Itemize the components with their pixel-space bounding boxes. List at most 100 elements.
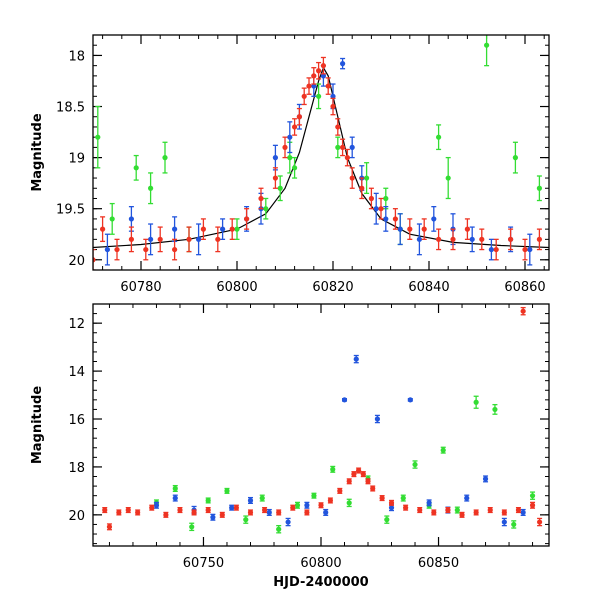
data-marker bbox=[536, 185, 543, 191]
data-marker bbox=[272, 155, 278, 161]
data-point bbox=[400, 494, 406, 502]
data-marker bbox=[125, 507, 131, 513]
data-marker bbox=[229, 226, 235, 232]
data-marker bbox=[346, 500, 352, 506]
data-marker bbox=[464, 495, 470, 501]
y-tick-label: 20 bbox=[68, 254, 85, 269]
data-marker bbox=[311, 73, 317, 79]
data-point bbox=[536, 517, 543, 527]
data-marker bbox=[356, 467, 362, 474]
x-axis-title: HJD-2400000 bbox=[273, 575, 368, 590]
data-marker bbox=[172, 485, 178, 492]
data-marker bbox=[316, 68, 322, 74]
data-point bbox=[148, 223, 154, 256]
data-point bbox=[116, 509, 122, 516]
data-point bbox=[340, 138, 346, 157]
data-marker bbox=[392, 216, 398, 222]
data-point bbox=[359, 177, 365, 200]
data-marker bbox=[492, 406, 498, 413]
data-marker bbox=[261, 507, 268, 513]
data-point bbox=[445, 507, 451, 514]
data-point bbox=[229, 218, 235, 240]
data-marker bbox=[529, 493, 536, 499]
data-point bbox=[125, 507, 131, 514]
data-marker bbox=[276, 526, 282, 532]
data-marker bbox=[341, 397, 348, 403]
data-point bbox=[325, 77, 331, 95]
data-marker bbox=[258, 195, 264, 202]
data-marker bbox=[450, 236, 456, 242]
data-marker bbox=[426, 500, 432, 506]
data-marker bbox=[287, 155, 293, 161]
data-marker bbox=[311, 493, 317, 499]
data-point bbox=[234, 218, 240, 240]
data-point bbox=[464, 494, 470, 502]
data-point bbox=[247, 509, 254, 516]
data-marker bbox=[247, 509, 254, 516]
y-tick-label: 19 bbox=[68, 152, 85, 167]
data-point bbox=[263, 197, 269, 220]
data-point bbox=[220, 218, 226, 240]
data-point bbox=[330, 465, 336, 473]
data-marker bbox=[320, 73, 326, 79]
data-marker bbox=[501, 519, 507, 525]
y-tick-label: 18 bbox=[68, 461, 85, 476]
data-marker bbox=[335, 124, 341, 130]
data-marker bbox=[272, 175, 278, 181]
plot-frame bbox=[92, 303, 550, 547]
data-point bbox=[445, 156, 451, 200]
x-tick-label: 60750 bbox=[183, 556, 224, 571]
data-marker bbox=[233, 505, 239, 511]
data-marker bbox=[320, 63, 326, 69]
data-marker bbox=[501, 509, 507, 516]
x-tick-label: 60840 bbox=[408, 280, 449, 295]
data-marker bbox=[522, 246, 528, 253]
data-marker bbox=[296, 114, 302, 120]
data-point bbox=[379, 495, 385, 502]
data-point bbox=[320, 56, 326, 75]
data-point bbox=[493, 238, 499, 261]
data-marker bbox=[162, 155, 168, 161]
data-marker bbox=[133, 165, 139, 171]
data-marker bbox=[306, 83, 312, 89]
data-marker bbox=[205, 507, 211, 513]
data-point bbox=[536, 175, 543, 202]
data-marker bbox=[388, 500, 395, 506]
data-point bbox=[172, 494, 178, 502]
data-marker bbox=[330, 103, 336, 110]
data-point bbox=[520, 306, 526, 316]
data-point bbox=[373, 192, 379, 225]
data-point bbox=[527, 233, 533, 266]
data-point bbox=[407, 218, 413, 240]
data-point bbox=[436, 124, 442, 151]
data-marker bbox=[397, 226, 403, 232]
data-point bbox=[282, 136, 288, 159]
data-marker bbox=[482, 476, 489, 482]
data-marker bbox=[247, 497, 254, 504]
x-tick-label: 60800 bbox=[216, 280, 257, 295]
data-point bbox=[487, 507, 493, 514]
data-point bbox=[340, 57, 346, 70]
data-point bbox=[436, 228, 442, 251]
data-point bbox=[258, 187, 264, 210]
data-point bbox=[431, 206, 437, 232]
data-point bbox=[172, 216, 178, 243]
data-point bbox=[392, 208, 398, 230]
data-point bbox=[479, 228, 485, 251]
data-marker bbox=[292, 124, 298, 130]
data-marker bbox=[520, 308, 526, 314]
data-marker bbox=[353, 356, 359, 362]
data-point bbox=[520, 508, 526, 516]
data-point bbox=[473, 509, 479, 516]
data-marker bbox=[224, 488, 230, 494]
data-point bbox=[311, 492, 317, 499]
data-point bbox=[383, 206, 389, 232]
data-point bbox=[365, 478, 371, 485]
data-point bbox=[157, 226, 163, 253]
data-marker bbox=[373, 206, 379, 212]
data-point bbox=[163, 511, 169, 518]
data-marker bbox=[511, 521, 517, 528]
data-point bbox=[407, 397, 413, 403]
data-marker bbox=[277, 185, 283, 191]
data-marker bbox=[244, 216, 250, 222]
